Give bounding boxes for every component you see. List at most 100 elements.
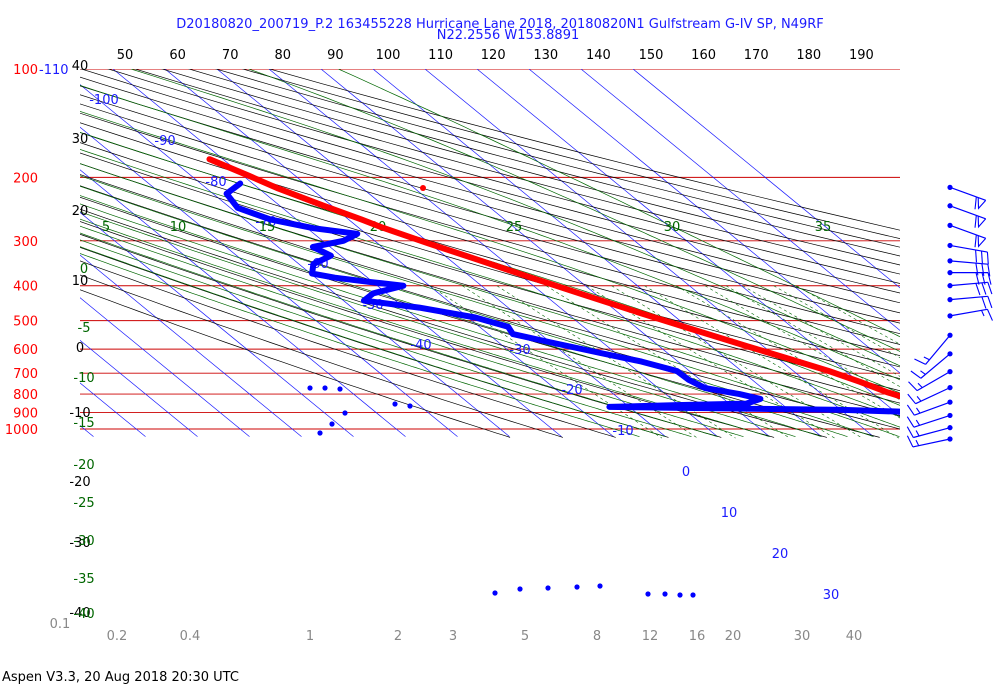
wind-barb-flag (986, 309, 993, 321)
temperature-left-label: 10 (72, 274, 89, 289)
wind-barb (947, 295, 993, 309)
temperature-left-label: 30 (72, 132, 89, 147)
moist-adiabat-line (80, 218, 770, 437)
wind-barb-flag (986, 252, 989, 265)
wind-barb-flag (987, 296, 993, 309)
theta-top-label: 70 (222, 48, 239, 63)
dewpoint-data-point (597, 583, 603, 589)
pressure-label: 1000 (5, 423, 38, 438)
dry-adiabat-line (80, 208, 827, 438)
isotherm-line (372, 69, 822, 437)
wind-barb-half-flag (916, 407, 921, 414)
dry-adiabat-line (80, 112, 900, 345)
dewpoint-data-point (307, 385, 313, 391)
moist-adiabat-line (338, 69, 900, 338)
isotherm-line (580, 69, 900, 331)
dewpoint-data-point (662, 591, 668, 597)
temperature-left-label: 40 (72, 59, 89, 74)
wind-barb-flag (987, 272, 992, 285)
moist-adiabat-line (80, 246, 666, 437)
pressure-label: 800 (13, 388, 38, 403)
wind-barb (914, 332, 953, 365)
moist-adiabat-line (80, 185, 874, 437)
theta-top-label: 190 (849, 48, 874, 63)
mixing-ratio-line (496, 285, 736, 439)
moist-adiabat-line (130, 69, 900, 367)
wind-barb-staff (949, 295, 988, 301)
corner-isotherm-label: -110 (39, 63, 69, 78)
wind-barb-flag (975, 283, 981, 296)
wind-barb-flag (906, 426, 914, 438)
wind-barb (906, 399, 953, 416)
temperature-left-label: -10 (69, 406, 90, 421)
temperature-left-label: 20 (72, 204, 89, 219)
dewpoint-data-point (574, 584, 580, 590)
pressure-label: 600 (13, 343, 38, 358)
mixing-ratio-label: 2 (394, 629, 402, 644)
temperature-left-label: 0 (76, 341, 84, 356)
dry-adiabat-line (80, 69, 900, 294)
dry-adiabat-line (80, 185, 900, 430)
moist-adiabat-line (80, 131, 900, 406)
wind-barb (947, 203, 987, 229)
dry-adiabat-line (80, 246, 669, 438)
wind-barb-half-flag (915, 419, 921, 426)
wind-barb (906, 435, 953, 448)
wind-barb-staff (949, 186, 986, 201)
moist-adiabat-line (80, 111, 900, 394)
wind-barb-pennant (977, 197, 987, 210)
wind-barb-half-flag (981, 310, 985, 317)
temperature-data-point (420, 185, 426, 191)
mixing-ratio-line (704, 285, 900, 401)
moist-adiabat-line (80, 239, 692, 437)
mixing-ratio-line (725, 285, 900, 388)
moist-adiabat-left-label: -5 (78, 321, 91, 336)
mixing-ratio-label: 16 (689, 629, 706, 644)
isotherm-label: -10 (612, 424, 633, 439)
theta-top-label: 60 (169, 48, 186, 63)
wind-barb-staff (949, 260, 988, 265)
mixing-ratio-label: 0.4 (180, 629, 201, 644)
moist-adiabat-top-label: 30 (664, 220, 681, 235)
wind-barb (906, 412, 953, 428)
isotherm-line (80, 211, 354, 437)
moist-adiabat-left-label: 0 (80, 262, 88, 277)
wind-barb-flag (910, 370, 922, 379)
dry-adiabat-line (187, 69, 900, 257)
pressure-label: 900 (13, 407, 38, 422)
dry-adiabat-line (80, 76, 900, 304)
isotherm-label: -100 (89, 93, 119, 108)
wind-barb-staff (915, 387, 951, 405)
wind-barb-base (947, 242, 953, 249)
wind-barb-staff (913, 427, 951, 439)
mixing-ratio-label: 0.2 (107, 629, 128, 644)
isotherm-label: -90 (154, 134, 175, 149)
isotherm-line (268, 69, 718, 437)
isotherm-line (80, 126, 458, 437)
dewpoint-data-point (392, 401, 398, 407)
theta-top-label: 90 (327, 48, 344, 63)
dry-adiabat-line (80, 85, 900, 314)
theta-top-label: 50 (117, 48, 134, 63)
mixing-ratio-label: 0.1 (50, 617, 71, 632)
wind-barb-staff (925, 334, 951, 365)
isotherm-line (80, 254, 302, 437)
wind-barb-half-flag (920, 370, 926, 375)
isotherm-line (112, 69, 562, 437)
footer-version-date: Aspen V3.3, 20 Aug 2018 20:30 UTC (2, 670, 239, 685)
dry-adiabat-line (134, 69, 900, 275)
grid-layer (80, 69, 900, 439)
mixing-ratio-line (462, 285, 698, 439)
wind-barb-flag (975, 249, 978, 263)
dry-adiabat-line (80, 274, 564, 438)
moist-adiabat-top-label: 10 (170, 220, 187, 235)
wind-barb-staff (949, 244, 988, 253)
mixing-ratio-line (586, 285, 835, 439)
dry-adiabat-line (268, 69, 900, 231)
dry-adiabat-line (80, 103, 900, 335)
dry-adiabat-line (107, 69, 900, 284)
moist-adiabat-top-label: 35 (815, 220, 832, 235)
temperature-profile-line (206, 156, 900, 400)
